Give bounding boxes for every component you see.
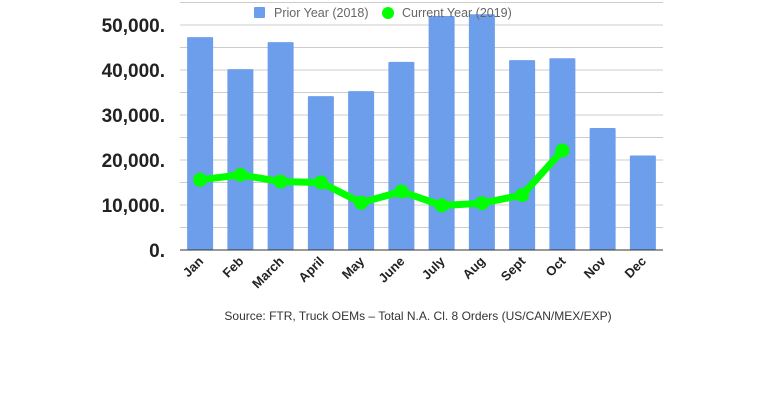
point-sept (515, 188, 530, 203)
y-tick-label: 30,000. (102, 106, 165, 127)
x-tick-label: Feb (220, 253, 247, 280)
point-oct (555, 143, 570, 158)
bar-may (348, 91, 375, 251)
y-tick-label: 20,000. (102, 151, 165, 172)
legend-swatch-current-year (382, 7, 394, 19)
x-tick-label: April (295, 254, 327, 286)
x-tick-label: Nov (581, 253, 610, 282)
point-may (354, 195, 369, 210)
bar-jan (187, 37, 214, 251)
point-july (434, 198, 449, 213)
legend: Prior Year (2018) Current Year (2019) (254, 6, 512, 20)
x-tick-label: March (249, 253, 287, 291)
bar-june (388, 61, 415, 251)
y-tick-label: 0. (149, 241, 165, 262)
x-tick-label: Jan (180, 253, 206, 279)
bar-nov (589, 128, 616, 250)
bar-sept (509, 60, 536, 250)
legend-label-current-year: Current Year (2019) (402, 6, 512, 20)
bar-aug (468, 14, 495, 251)
point-jan (193, 172, 208, 187)
x-tick-label: July (419, 253, 449, 283)
x-tick-label: Aug (460, 253, 489, 282)
bar-april (307, 96, 334, 250)
gridlines (180, 2, 663, 228)
point-june (394, 184, 409, 199)
source-note: Source: FTR, Truck OEMs – Total N.A. Cl.… (224, 309, 611, 323)
bar-series-prior-year (187, 14, 656, 251)
legend-label-prior-year: Prior Year (2018) (274, 6, 369, 20)
point-march (273, 174, 288, 189)
bar-july (428, 16, 455, 250)
x-tick-label: Oct (543, 253, 569, 279)
bar-dec (629, 155, 656, 250)
line-series-current-year (193, 143, 570, 213)
x-tick-label: May (339, 253, 368, 282)
bar-feb (227, 69, 254, 250)
x-tick-label: June (375, 254, 407, 286)
y-axis-ticks: 0. 10,000. 20,000. 30,000. 40,000. 50,000. (102, 16, 165, 262)
x-axis-ticks: Jan Feb March April May June July Aug Sept Oct Nov… (180, 253, 649, 291)
x-tick-label: Dec (622, 254, 649, 281)
bar-march (267, 42, 294, 250)
y-tick-label: 40,000. (102, 61, 165, 82)
y-tick-label: 50,000. (102, 16, 165, 37)
legend-swatch-prior-year (254, 7, 265, 18)
point-aug (474, 196, 489, 211)
y-tick-label: 10,000. (102, 196, 165, 217)
current-year-line (199, 148, 565, 209)
point-feb (233, 167, 248, 182)
point-april (313, 175, 328, 190)
x-tick-label: Sept (498, 253, 529, 284)
